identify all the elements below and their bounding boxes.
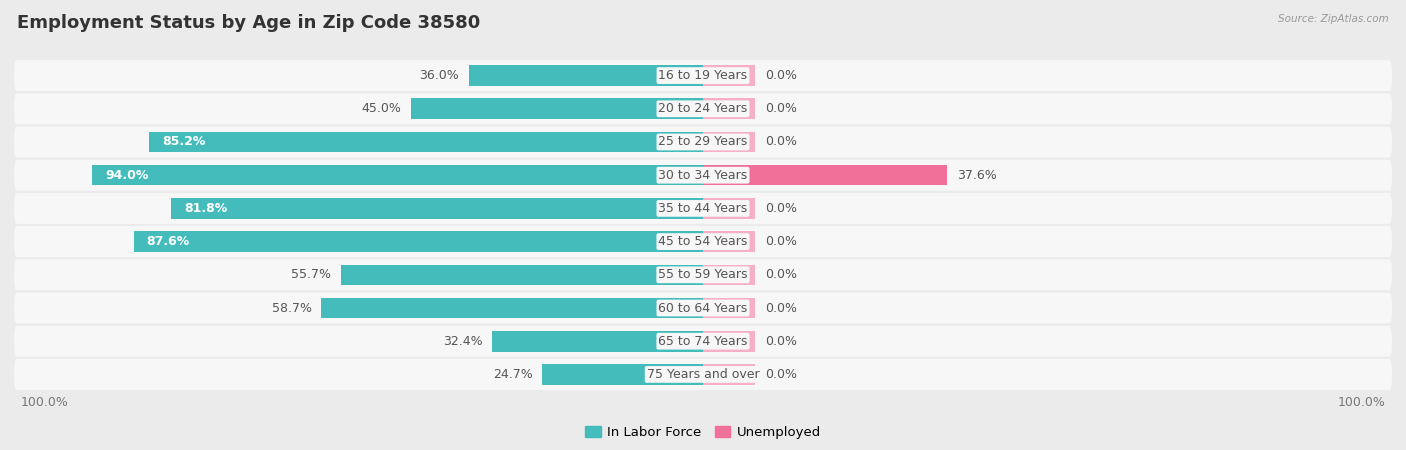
Bar <box>703 364 755 385</box>
Text: 55 to 59 Years: 55 to 59 Years <box>658 268 748 281</box>
Text: 94.0%: 94.0% <box>105 169 149 182</box>
Text: 0.0%: 0.0% <box>765 368 797 381</box>
Text: 0.0%: 0.0% <box>765 235 797 248</box>
Text: 16 to 19 Years: 16 to 19 Years <box>658 69 748 82</box>
Text: 0.0%: 0.0% <box>765 69 797 82</box>
Bar <box>172 198 703 219</box>
Text: 65 to 74 Years: 65 to 74 Years <box>658 335 748 348</box>
Bar <box>703 132 755 152</box>
Text: 24.7%: 24.7% <box>494 368 533 381</box>
Bar <box>703 198 755 219</box>
Text: 0.0%: 0.0% <box>765 135 797 148</box>
Text: 81.8%: 81.8% <box>184 202 228 215</box>
Text: 0.0%: 0.0% <box>765 102 797 115</box>
Bar <box>703 99 755 119</box>
FancyBboxPatch shape <box>14 126 1392 158</box>
FancyBboxPatch shape <box>14 326 1392 357</box>
Text: 55.7%: 55.7% <box>291 268 332 281</box>
Text: 0.0%: 0.0% <box>765 268 797 281</box>
Text: 20 to 24 Years: 20 to 24 Years <box>658 102 748 115</box>
Text: 25 to 29 Years: 25 to 29 Years <box>658 135 748 148</box>
Bar <box>134 231 703 252</box>
Text: 30 to 34 Years: 30 to 34 Years <box>658 169 748 182</box>
Bar <box>703 331 755 351</box>
Text: 45 to 54 Years: 45 to 54 Years <box>658 235 748 248</box>
Bar <box>703 231 755 252</box>
FancyBboxPatch shape <box>14 359 1392 390</box>
Text: 45.0%: 45.0% <box>361 102 401 115</box>
Text: 60 to 64 Years: 60 to 64 Years <box>658 302 748 315</box>
Text: 0.0%: 0.0% <box>765 302 797 315</box>
Text: 58.7%: 58.7% <box>271 302 312 315</box>
Text: 37.6%: 37.6% <box>957 169 997 182</box>
Bar <box>703 265 755 285</box>
Text: 75 Years and over: 75 Years and over <box>647 368 759 381</box>
Legend: In Labor Force, Unemployed: In Labor Force, Unemployed <box>579 421 827 444</box>
FancyBboxPatch shape <box>14 93 1392 124</box>
Bar <box>703 165 948 185</box>
Text: 85.2%: 85.2% <box>162 135 205 148</box>
Bar <box>411 99 703 119</box>
Bar <box>492 331 703 351</box>
FancyBboxPatch shape <box>14 292 1392 324</box>
Text: 35 to 44 Years: 35 to 44 Years <box>658 202 748 215</box>
Bar <box>703 298 755 318</box>
Bar <box>543 364 703 385</box>
FancyBboxPatch shape <box>14 160 1392 191</box>
Bar <box>149 132 703 152</box>
Text: 32.4%: 32.4% <box>443 335 482 348</box>
FancyBboxPatch shape <box>14 193 1392 224</box>
FancyBboxPatch shape <box>14 226 1392 257</box>
Bar <box>703 65 755 86</box>
Text: 0.0%: 0.0% <box>765 335 797 348</box>
Text: Employment Status by Age in Zip Code 38580: Employment Status by Age in Zip Code 385… <box>17 14 479 32</box>
Text: Source: ZipAtlas.com: Source: ZipAtlas.com <box>1278 14 1389 23</box>
Bar <box>470 65 703 86</box>
Text: 87.6%: 87.6% <box>146 235 190 248</box>
Bar <box>91 165 703 185</box>
Text: 100.0%: 100.0% <box>21 396 69 409</box>
FancyBboxPatch shape <box>14 259 1392 290</box>
Text: 0.0%: 0.0% <box>765 202 797 215</box>
Bar <box>322 298 703 318</box>
Text: 36.0%: 36.0% <box>419 69 460 82</box>
FancyBboxPatch shape <box>14 60 1392 91</box>
Text: 100.0%: 100.0% <box>1337 396 1385 409</box>
Bar <box>342 265 703 285</box>
